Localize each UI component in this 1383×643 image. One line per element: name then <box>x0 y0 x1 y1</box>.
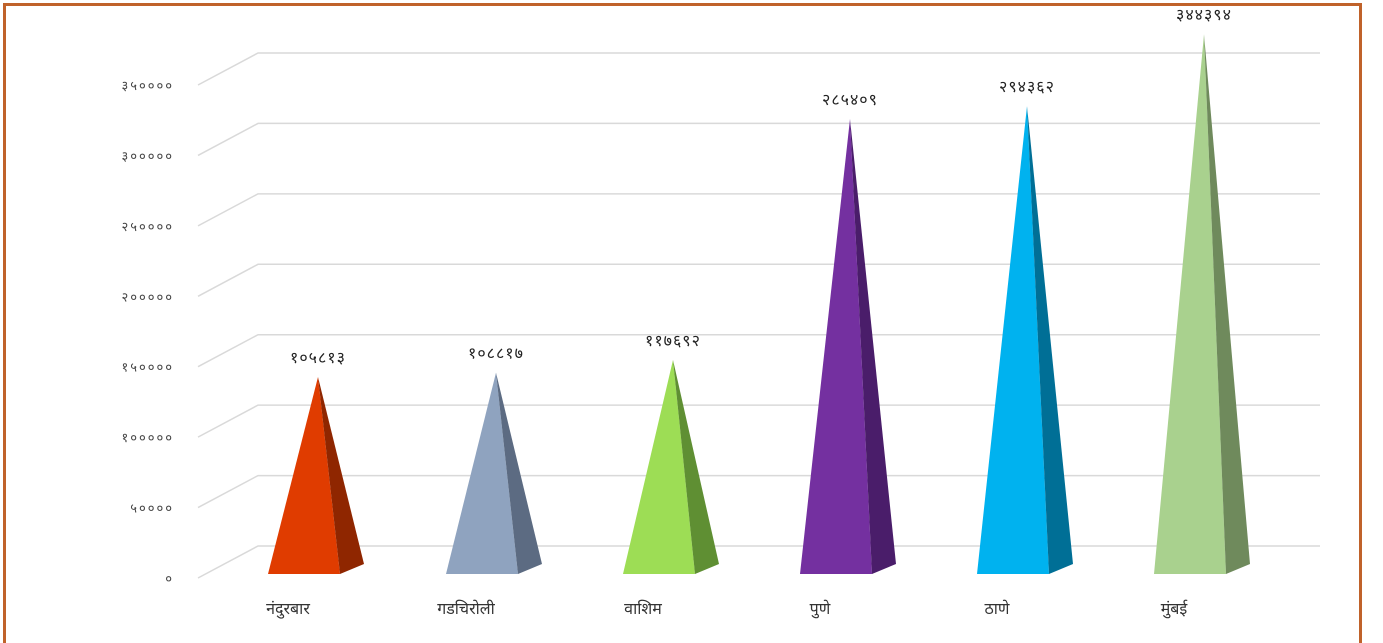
pyramid-side-face <box>318 376 364 574</box>
data-label: ३४४३९४ <box>1176 6 1232 24</box>
gridline <box>197 193 1320 227</box>
y-tick-label: ३५०००० <box>121 79 174 94</box>
pyramid-side-face <box>673 359 719 574</box>
y-tick-label: १५०००० <box>121 361 174 376</box>
y-tick-label: १००००० <box>121 431 174 446</box>
pyramid-front-face <box>268 376 340 574</box>
gridline <box>197 52 1320 86</box>
pyramid-bar <box>623 359 719 574</box>
gridline <box>197 333 1320 368</box>
pyramid-bar <box>1154 34 1250 574</box>
data-label: २८५४०९ <box>822 90 878 109</box>
gridline <box>197 404 1320 438</box>
pyramid-front-face <box>977 106 1049 574</box>
pyramid-front-face <box>1154 34 1226 574</box>
pyramid-side-face <box>496 372 542 574</box>
y-axis-ticks: ० ५०००० १००००० १५०००० २००००० २५०००० ३००००० ३५००… <box>121 79 174 587</box>
data-label: २९४३६२ <box>999 77 1055 96</box>
category-label: मुंबई <box>1161 599 1189 619</box>
pyramid-side-face <box>1027 106 1073 574</box>
pyramid-side-face <box>850 118 896 574</box>
category-label: पुणे <box>810 599 831 619</box>
data-label: ११७६९२ <box>645 331 701 350</box>
category-label: नंदुरबार <box>266 599 310 619</box>
pyramid-front-face <box>446 372 518 574</box>
pyramid-bars <box>268 34 1250 574</box>
pyramid-front-face <box>800 118 872 574</box>
category-label: ठाणे <box>984 599 1009 618</box>
data-label: १०५८१३ <box>290 348 346 367</box>
pyramid-bar <box>268 376 364 574</box>
pyramid-bar <box>977 106 1073 574</box>
gridline <box>197 122 1320 157</box>
gridline <box>197 263 1320 297</box>
data-labels: १०५८१३ १०८८१७ ११७६९२ २८५४०९ २९४३६२ ३४४३९४ <box>290 6 1232 367</box>
category-label: वाशिम <box>624 599 662 618</box>
y-tick-label: ५०००० <box>130 502 174 517</box>
y-tick-label: २५०००० <box>121 220 174 235</box>
gridlines <box>197 52 1320 579</box>
category-label: गडचिरोली <box>437 599 495 618</box>
chart-frame: ० ५०००० १००००० १५०००० २००००० २५०००० ३००००० ३५००… <box>3 3 1362 643</box>
y-tick-label: ० <box>165 572 174 587</box>
pyramid-front-face <box>623 359 695 574</box>
y-tick-label: ३००००० <box>121 149 174 164</box>
gridline <box>197 474 1320 509</box>
y-tick-label: २००००० <box>121 290 174 305</box>
pyramid-bar-chart: ० ५०००० १००००० १५०००० २००००० २५०००० ३००००० ३५००… <box>121 6 1320 619</box>
pyramid-side-face <box>1204 34 1250 574</box>
pyramid-bar <box>800 118 896 574</box>
x-axis-categories: नंदुरबार गडचिरोली वाशिम पुणे ठाणे मुंबई <box>266 599 1188 619</box>
gridline <box>197 545 1320 579</box>
pyramid-bar <box>446 372 542 574</box>
data-label: १०८८१७ <box>468 344 524 363</box>
